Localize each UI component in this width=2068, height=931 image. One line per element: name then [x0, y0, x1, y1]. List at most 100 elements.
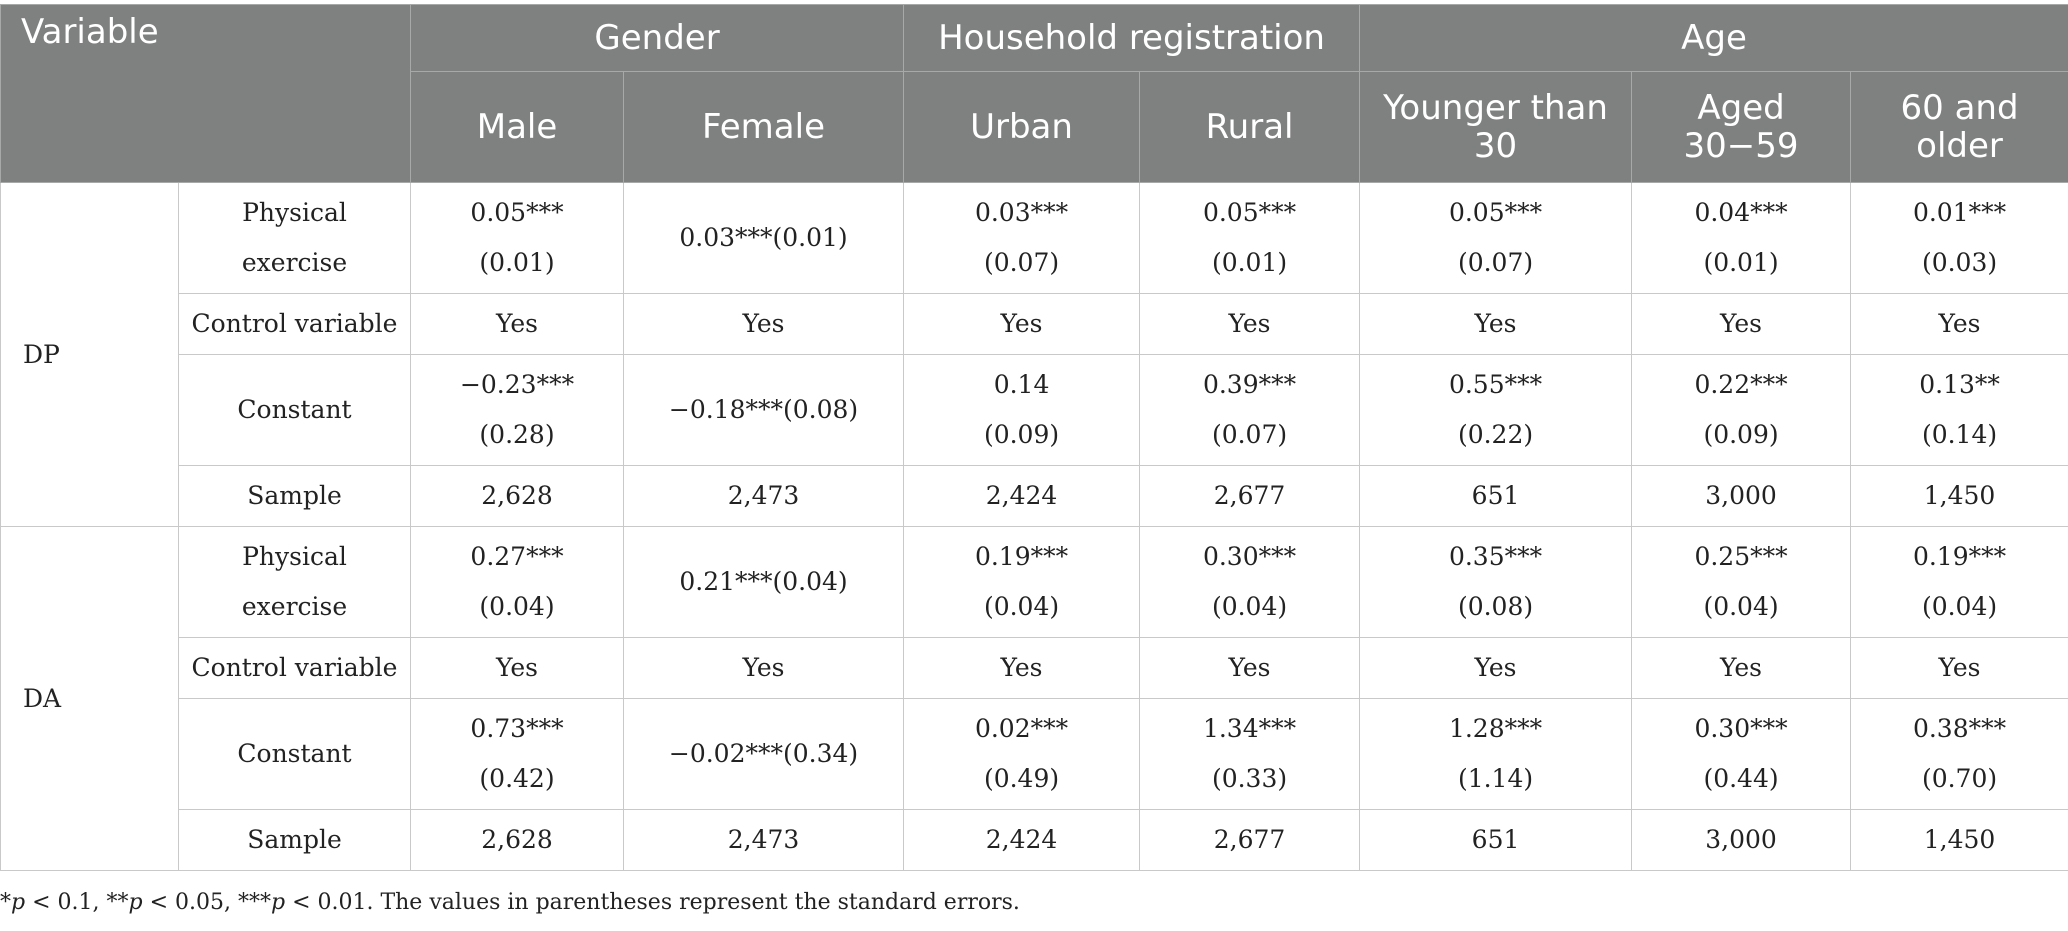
cell-stack: 0.01*** (0.03)	[1855, 188, 2064, 288]
table-cell: 2,677	[1139, 465, 1361, 527]
coefficient: 0.55***	[1448, 370, 1543, 399]
cell-stack: 0.19*** (0.04)	[1855, 532, 2064, 632]
table-cell: 0.25*** (0.04)	[1631, 526, 1852, 638]
row-label-line: exercise	[241, 248, 348, 277]
cell-stack: 1.34*** (0.33)	[1144, 704, 1355, 804]
row-label: Physical exercise	[177, 182, 412, 294]
table-cell: Yes	[623, 293, 905, 355]
table-cell: 3,000	[1631, 465, 1852, 527]
coefficient: −0.23***	[459, 370, 575, 399]
table-footnote: *p < 0.1, **p < 0.05, ***p < 0.01. The v…	[0, 890, 1020, 915]
table-body: DP Physical exercise 0.05*** (0.01) 0.03***(0…	[0, 182, 2068, 871]
table-cell: Yes	[1631, 293, 1852, 355]
coefficient: 0.30***	[1694, 714, 1788, 743]
table-cell: 2,628	[410, 809, 625, 871]
footnote-text: < 0.05, ***	[142, 890, 271, 915]
table-cell: 0.21***(0.04)	[623, 526, 905, 638]
row-label: Sample	[177, 465, 412, 527]
cell-stack: 1.28*** (1.14)	[1364, 704, 1627, 804]
table-cell: Yes	[623, 637, 905, 699]
table-cell: 0.01*** (0.03)	[1850, 182, 2068, 294]
standard-error: (0.01)	[479, 248, 555, 277]
table-row: Control variable Yes Yes Yes Yes Yes Yes Yes	[1, 637, 2068, 699]
table-cell: Yes	[903, 293, 1141, 355]
table-cell: 1.34*** (0.33)	[1139, 698, 1361, 810]
footnote-text: < 0.01. The values in parentheses repres…	[285, 890, 1020, 915]
standard-error: (0.14)	[1921, 420, 1998, 449]
row-label: Sample	[177, 809, 412, 871]
table-cell: 0.27*** (0.04)	[410, 526, 625, 638]
table-cell: 0.30*** (0.04)	[1139, 526, 1361, 638]
table-cell: Yes	[903, 637, 1141, 699]
coefficient: 1.28***	[1448, 714, 1543, 743]
table-cell: Yes	[1850, 293, 2068, 355]
table-cell: 0.13** (0.14)	[1850, 354, 2068, 466]
table-cell: 0.05*** (0.01)	[1139, 182, 1361, 294]
cell-stack: 0.13** (0.14)	[1855, 360, 2064, 460]
cell-stack: −0.23*** (0.28)	[415, 360, 619, 460]
table-cell: 0.55*** (0.22)	[1359, 354, 1633, 466]
footnote-italic-p: p	[128, 890, 143, 915]
header-60-and-older: 60 and older	[1850, 71, 2068, 183]
header-aged-30-59: Aged 30−59	[1631, 71, 1852, 183]
table-cell: 2,473	[623, 809, 905, 871]
standard-error: (0.03)	[1921, 248, 1998, 277]
standard-error: (0.01)	[1211, 248, 1288, 277]
table-cell: 0.04*** (0.01)	[1631, 182, 1852, 294]
standard-error: (0.33)	[1211, 764, 1288, 793]
standard-error: (0.70)	[1921, 764, 1998, 793]
table-cell: 1.28*** (1.14)	[1359, 698, 1633, 810]
standard-error: (0.22)	[1457, 420, 1534, 449]
table-row: Control variable Yes Yes Yes Yes Yes Yes Yes	[1, 293, 2068, 355]
table-header: Variable Gender Household registration A…	[0, 4, 2068, 183]
table-cell: Yes	[1139, 293, 1361, 355]
standard-error: (0.04)	[1921, 592, 1998, 621]
table-cell: 2,424	[903, 465, 1141, 527]
row-label-line: Physical	[242, 542, 347, 571]
table-cell: 0.19*** (0.04)	[903, 526, 1141, 638]
table-cell: 2,473	[623, 465, 905, 527]
table-cell: 1,450	[1850, 465, 2068, 527]
coefficient: 0.05***	[1202, 198, 1297, 227]
cell-stack: 0.25*** (0.04)	[1636, 532, 1846, 632]
cell-stack: 0.35*** (0.08)	[1364, 532, 1627, 632]
table-row: Constant 0.73*** (0.42) −0.02***(0.34) 0.02*…	[1, 698, 2068, 810]
coefficient: 0.38***	[1912, 714, 2007, 743]
coefficient: 0.27***	[470, 542, 564, 571]
table-cell: 0.35*** (0.08)	[1359, 526, 1633, 638]
table-cell: 651	[1359, 809, 1633, 871]
cell-stack: 0.03*** (0.07)	[908, 188, 1135, 288]
coefficient: 1.34***	[1202, 714, 1297, 743]
cell-stack: 0.27*** (0.04)	[415, 532, 619, 632]
coefficient: 0.73***	[470, 714, 564, 743]
header-male: Male	[410, 71, 625, 183]
table-cell: 0.03***(0.01)	[623, 182, 905, 294]
header-household: Household registration	[903, 4, 1361, 72]
standard-error: (0.01)	[1703, 248, 1779, 277]
cell-stack: 0.05*** (0.01)	[1144, 188, 1355, 288]
table-cell: 2,424	[903, 809, 1141, 871]
table-cell: Yes	[1359, 293, 1633, 355]
standard-error: (0.07)	[1457, 248, 1534, 277]
table-cell: 0.05*** (0.01)	[410, 182, 625, 294]
row-label: Constant	[177, 354, 412, 466]
standard-error: (0.09)	[1703, 420, 1779, 449]
table-cell: 2,677	[1139, 809, 1361, 871]
table-cell: Yes	[1139, 637, 1361, 699]
header-female: Female	[623, 71, 905, 183]
header-younger-than-30: Younger than 30	[1359, 71, 1633, 183]
cell-stack: 0.22*** (0.09)	[1636, 360, 1846, 460]
cell-stack: 0.30*** (0.04)	[1144, 532, 1355, 632]
table-cell: 0.03*** (0.07)	[903, 182, 1141, 294]
table-cell: 0.22*** (0.09)	[1631, 354, 1852, 466]
header-variable: Variable	[0, 4, 412, 183]
coefficient: 0.19***	[1912, 542, 2007, 571]
group-label: DA	[0, 526, 179, 871]
header-rural: Rural	[1139, 71, 1361, 183]
coefficient: 0.22***	[1694, 370, 1788, 399]
row-label: Control variable	[177, 293, 412, 355]
standard-error: (0.07)	[1211, 420, 1288, 449]
footnote-italic-p: p	[11, 890, 26, 915]
coefficient: 0.19***	[974, 542, 1069, 571]
cell-stack: 0.38*** (0.70)	[1855, 704, 2064, 804]
